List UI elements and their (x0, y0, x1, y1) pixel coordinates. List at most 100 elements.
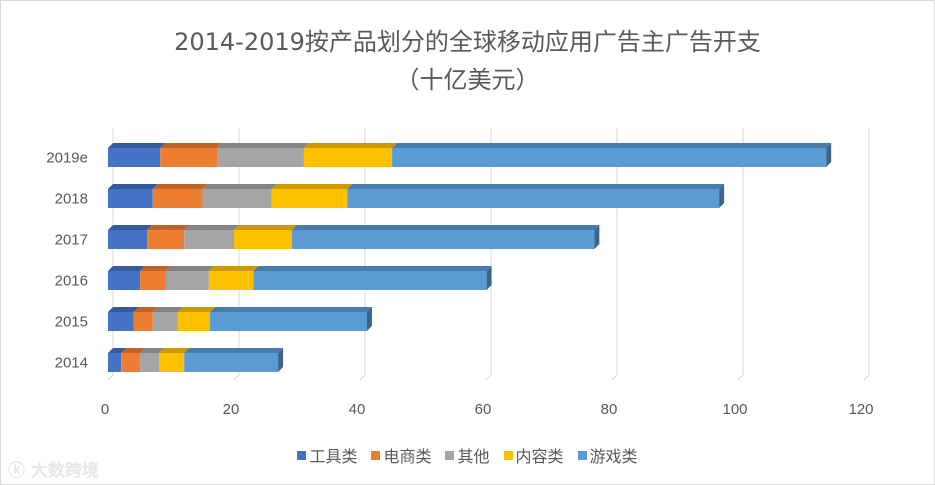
bar-top-face (392, 143, 832, 148)
bar-end-face (278, 348, 284, 372)
bar-top-face (160, 143, 222, 148)
bar-segment (160, 148, 217, 167)
bar-segment (147, 230, 185, 249)
y-tick-label: 2015 (55, 314, 88, 331)
bar-top-face (108, 143, 166, 148)
bar-segment (140, 271, 166, 290)
bar-end-face (719, 184, 725, 208)
bar-segment (108, 353, 122, 372)
bar-segment (165, 271, 209, 290)
y-tick-label: 2017 (55, 232, 88, 249)
bar-segment (253, 271, 487, 290)
x-tick-label: 120 (848, 401, 873, 418)
bar-top-face (177, 307, 216, 312)
bar-top-face (210, 307, 372, 312)
bar-segment (108, 312, 134, 331)
bar-end-face (826, 143, 832, 167)
x-tick-label: 100 (722, 401, 747, 418)
bar-top-face (271, 184, 353, 189)
bar-top-face (202, 184, 277, 189)
legend-item: 其他 (445, 443, 490, 467)
bar-top-face (108, 225, 153, 230)
legend-swatch (445, 450, 455, 460)
bar-top-face (152, 184, 208, 189)
legend-swatch (503, 450, 513, 460)
bar-top-face (140, 266, 171, 271)
bar-top-face (140, 348, 165, 353)
bar-top-face (108, 184, 158, 189)
legend-swatch (577, 450, 587, 460)
bar-end-face (486, 266, 492, 290)
bar-end-face (366, 307, 372, 331)
bar-segment (184, 230, 234, 249)
chart-subtitle: （十亿美元） (395, 66, 540, 94)
bar-segment (208, 271, 254, 290)
bar-segment (271, 189, 348, 208)
bar-top-face (152, 307, 183, 312)
bar-top-face (147, 225, 190, 230)
legend-label: 电商类 (383, 447, 432, 466)
bar-top-face (184, 348, 284, 353)
bar-top-face (303, 143, 398, 148)
legend-item: 游戏类 (577, 443, 638, 467)
legend-item: 电商类 (371, 443, 431, 467)
bar-top-face (291, 225, 600, 230)
bar-segment (108, 271, 141, 290)
watermark: ⓚ 大数跨境 (8, 461, 99, 481)
legend-swatch (297, 450, 307, 460)
x-tick-label: 60 (475, 401, 492, 418)
gridline-floor (863, 374, 870, 381)
gridline-floor (233, 374, 240, 381)
bar-top-face (159, 348, 190, 353)
bar-top-face (108, 348, 127, 353)
legend-label: 游戏类 (589, 447, 638, 466)
bar-segment (184, 353, 279, 372)
bar-top-face (184, 225, 239, 230)
bar-segment (108, 189, 153, 208)
bar-segment (152, 312, 178, 331)
x-tick-label: 20 (223, 401, 240, 418)
x-tick-label: 0 (101, 401, 109, 418)
bar-segment (108, 148, 161, 167)
bar-top-face (108, 307, 139, 312)
bar-segment (303, 148, 393, 167)
bar-segment (121, 353, 141, 372)
legend-item: 工具类 (297, 443, 357, 467)
bar-top-face (165, 266, 214, 271)
bar-segment (177, 312, 211, 331)
y-tick-label: 2014 (55, 355, 88, 372)
bar-segment (108, 230, 148, 249)
gridline-floor (737, 374, 744, 381)
gridline-floor (107, 374, 114, 381)
bar-segment (347, 189, 720, 208)
bar-top-face (133, 307, 158, 312)
bar-top-face (121, 348, 146, 353)
bar-segment (140, 353, 160, 372)
x-tick-label: 40 (349, 401, 366, 418)
legend-item: 内容类 (503, 443, 564, 467)
bar-segment (392, 148, 827, 167)
bar-segment (216, 148, 304, 167)
bar-top-face (347, 184, 725, 189)
bar-top-face (208, 266, 259, 271)
bar-segment (159, 353, 185, 372)
gridline-floor (359, 374, 366, 381)
y-tick-label: 2018 (55, 191, 88, 208)
bar-segment (291, 230, 595, 249)
legend-label: 其他 (457, 447, 490, 466)
y-tick-label: 2016 (55, 273, 88, 290)
legend-swatch (371, 450, 381, 460)
bar-top-face (108, 266, 146, 271)
bar-top-face (253, 266, 492, 271)
x-tick-label: 80 (601, 401, 618, 418)
gridline-floor (611, 374, 618, 381)
legend-label: 工具类 (309, 447, 358, 466)
bar-segment (133, 312, 153, 331)
bar-segment (202, 189, 272, 208)
bar-segment (210, 312, 367, 331)
chart-title: 2014-2019按产品划分的全球移动应用广告主广告开支 (174, 28, 761, 56)
bar-segment (234, 230, 292, 249)
y-tick-label: 2019e (46, 150, 88, 167)
bar-top-face (216, 143, 309, 148)
